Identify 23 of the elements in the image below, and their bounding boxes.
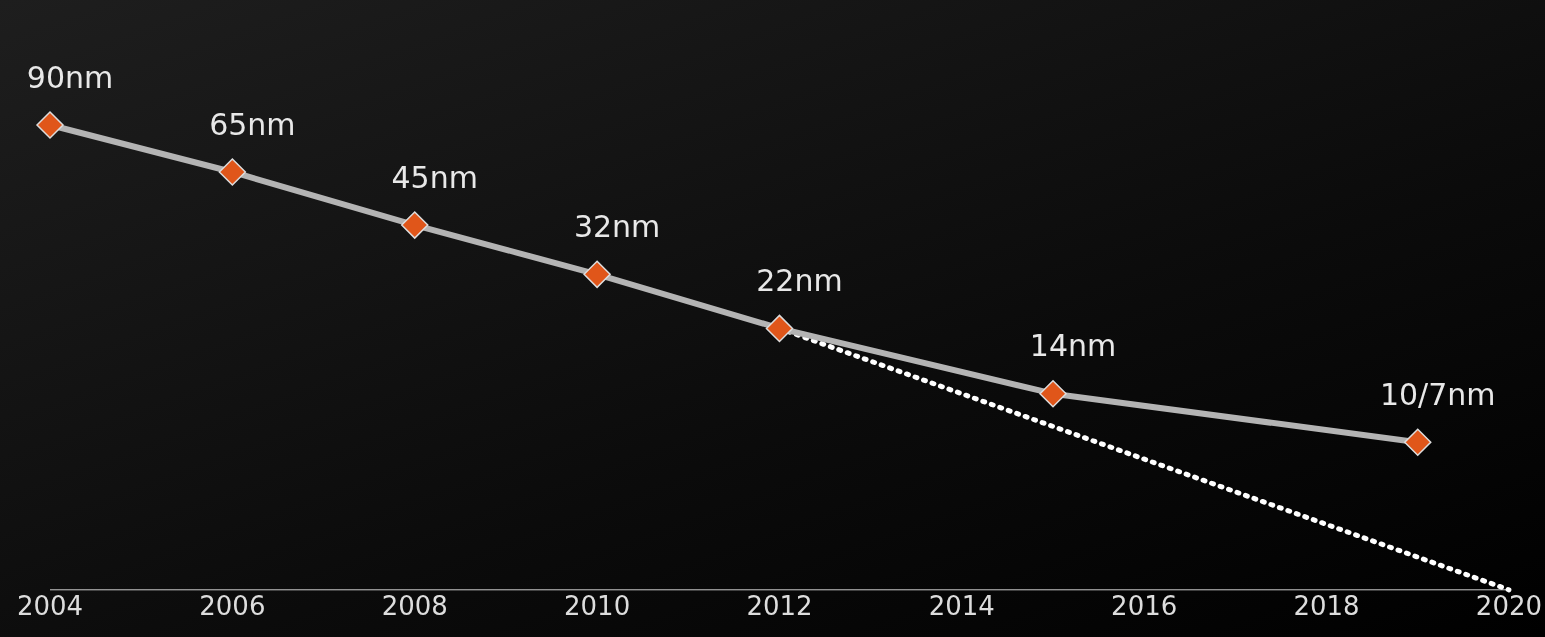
point xyxy=(400,211,429,239)
data-label: 14nm xyxy=(1029,328,1117,364)
x-tick-label: 2010 xyxy=(564,591,631,622)
data-label: 22nm xyxy=(756,263,843,299)
x-tick-label: 2020 xyxy=(1475,591,1542,622)
x-tick-label: 2012 xyxy=(746,591,813,622)
data-label: 65nm xyxy=(209,106,296,142)
x-tick-label: 2016 xyxy=(1111,591,1178,622)
point xyxy=(1039,379,1067,408)
x-tick-label: 2008 xyxy=(381,591,448,622)
data-label: 32nm xyxy=(573,209,661,245)
x-tick-label: 2014 xyxy=(928,591,995,622)
data-label: 90nm xyxy=(26,59,114,95)
data-label: 10/7nm xyxy=(1379,377,1496,413)
point xyxy=(583,260,611,289)
x-tick-label: 2004 xyxy=(16,591,84,622)
point xyxy=(1403,428,1432,457)
point xyxy=(218,158,247,186)
x-tick-label: 2006 xyxy=(199,591,266,622)
data-label: 45nm xyxy=(391,159,478,195)
point xyxy=(765,314,794,343)
point xyxy=(36,111,64,139)
x-tick-label: 2018 xyxy=(1293,591,1360,622)
